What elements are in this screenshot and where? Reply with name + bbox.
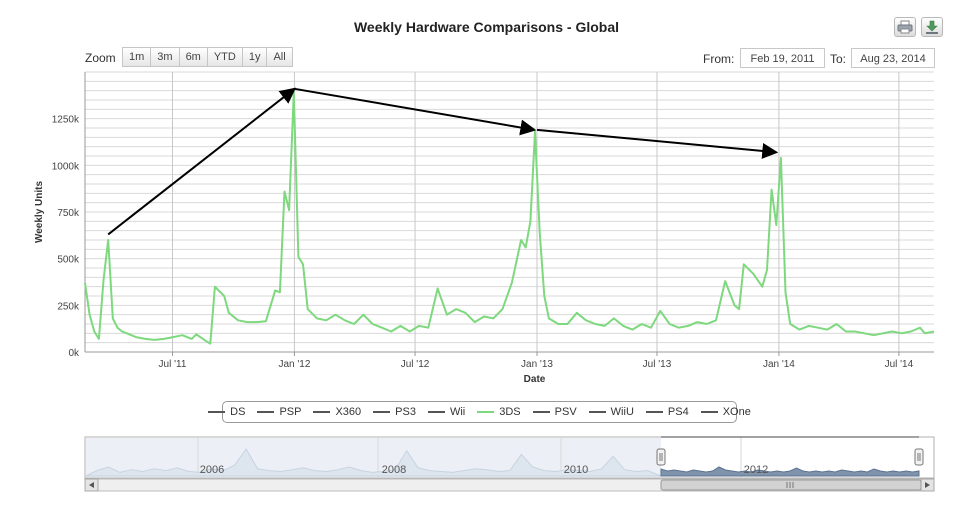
- y-tick-label: 1000k: [52, 161, 80, 172]
- legend-item-psv[interactable]: PSV: [532, 406, 577, 418]
- legend-swatch: [700, 411, 718, 413]
- legend-label: Wii: [449, 406, 466, 418]
- navigator-label: 2006: [200, 464, 224, 476]
- y-tick-label: 500k: [57, 255, 80, 266]
- zoom-button-all[interactable]: All: [266, 47, 293, 67]
- to-label: To:: [830, 52, 847, 66]
- from-label: From:: [703, 52, 735, 66]
- navigator-handle-left[interactable]: [656, 448, 666, 466]
- legend-swatch: [588, 411, 606, 413]
- legend-label: XOne: [722, 406, 751, 418]
- series-line-3ds: [84, 91, 935, 345]
- legend-swatch: [257, 411, 275, 413]
- legend-item-wii[interactable]: Wii: [427, 406, 466, 418]
- scrollbar-thumb[interactable]: [660, 479, 922, 491]
- legend-item-ds[interactable]: DS: [208, 406, 245, 418]
- legend-swatch: [373, 411, 391, 413]
- export-button[interactable]: [921, 17, 943, 37]
- x-tick-label: Jul '13: [643, 359, 672, 370]
- y-tick-label: 1250k: [52, 115, 80, 126]
- y-tick-label: 250k: [57, 301, 80, 312]
- x-tick-label: Jan '13: [521, 359, 553, 370]
- legend-label: PS3: [395, 406, 416, 418]
- legend-swatch: [313, 411, 331, 413]
- x-tick-label: Jul '11: [159, 359, 187, 370]
- arrow-left-icon: [89, 482, 94, 488]
- annotation-arrow: [107, 87, 297, 236]
- zoom-button-ytd[interactable]: YTD: [206, 47, 243, 67]
- printer-icon: [897, 20, 913, 34]
- y-tick-label: 750k: [57, 208, 80, 219]
- legend: DS PSP X360 PS3 Wii 3DS PSV WiiU PS4 XOne: [208, 401, 751, 423]
- zoom-label: Zoom: [85, 51, 116, 65]
- x-tick-label: Jan '14: [763, 359, 795, 370]
- legend-item-xone[interactable]: XOne: [700, 406, 751, 418]
- zoom-button-3m[interactable]: 3m: [150, 47, 180, 67]
- legend-swatch: [208, 411, 226, 413]
- legend-label: 3DS: [499, 406, 521, 418]
- navigator-overview-area: [85, 448, 662, 477]
- legend-label: WiiU: [610, 406, 634, 418]
- legend-label: X360: [335, 406, 362, 418]
- legend-label: DS: [230, 406, 246, 418]
- legend-item-x360[interactable]: X360: [313, 406, 361, 418]
- y-tick-label: 0k: [68, 348, 80, 359]
- legend-item-ps4[interactable]: PS4: [645, 406, 689, 418]
- legend-label: PSP: [279, 406, 302, 418]
- legend-item-wiiu[interactable]: WiiU: [588, 406, 634, 418]
- to-date-input[interactable]: Aug 23, 2014: [851, 48, 935, 68]
- navigator-label: 2008: [382, 464, 406, 476]
- legend-swatch: [477, 411, 495, 413]
- legend-swatch: [427, 411, 445, 413]
- navigator-selected-area: [660, 466, 920, 477]
- navigator-label: 2012: [744, 464, 768, 476]
- legend-swatch: [532, 411, 550, 413]
- annotation-arrow: [536, 128, 779, 159]
- print-button[interactable]: [894, 17, 916, 37]
- navigator-label: 2010: [564, 464, 588, 476]
- arrow-right-icon: [925, 482, 930, 488]
- legend-label: PS4: [667, 406, 689, 418]
- legend-label: PSV: [554, 406, 577, 418]
- from-date-input[interactable]: Feb 19, 2011: [740, 48, 825, 68]
- y-axis-title: Weekly Units: [34, 181, 45, 243]
- x-tick-label: Jul '12: [401, 359, 430, 370]
- legend-item-3ds[interactable]: 3DS: [477, 406, 521, 418]
- annotation-arrow: [294, 87, 537, 136]
- x-axis-title: Date: [524, 374, 546, 385]
- navigator-handle-right[interactable]: [914, 448, 924, 466]
- x-tick-label: Jan '12: [278, 359, 310, 370]
- legend-item-psp[interactable]: PSP: [257, 406, 301, 418]
- download-icon: [926, 20, 938, 34]
- legend-swatch: [645, 411, 663, 413]
- x-tick-label: Jul '14: [885, 359, 914, 370]
- chart-title: Weekly Hardware Comparisons - Global: [353, 19, 620, 35]
- legend-item-ps3[interactable]: PS3: [373, 406, 416, 418]
- zoom-buttons: 1m 3m 6m YTD 1y All: [122, 47, 293, 67]
